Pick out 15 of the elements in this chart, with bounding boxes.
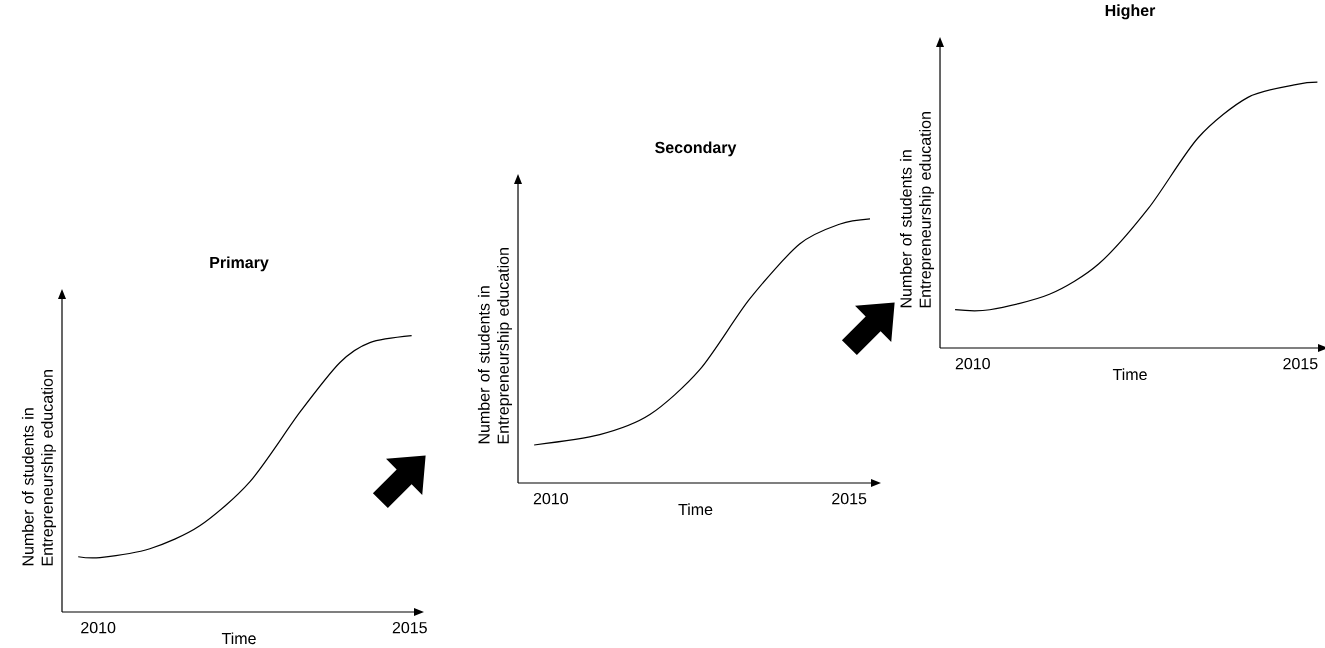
y-axis-title: Number of students in Entrepreneurship education [899,112,935,308]
chart-title: Higher [1105,4,1156,20]
x-tick-label: 2015 [392,621,427,634]
x-axis-title: Time [1112,368,1147,381]
x-tick-label: 2010 [955,357,990,370]
x-tick-label: 2010 [533,492,568,505]
chart-title: Primary [210,256,269,272]
chart-title: Secondary [655,141,737,157]
x-axis-title: Time [678,503,713,516]
y-axis-title: Number of students in Entrepreneurship education [21,370,57,566]
x-tick-label: 2015 [832,492,867,505]
y-axis-title: Number of students in Entrepreneurship education [477,248,513,444]
x-axis-title: Time [221,632,256,645]
x-tick-label: 2010 [81,621,116,634]
x-tick-label: 2015 [1283,357,1318,370]
